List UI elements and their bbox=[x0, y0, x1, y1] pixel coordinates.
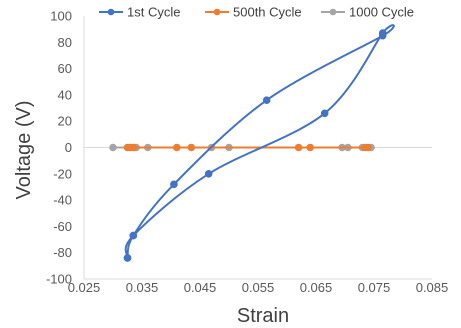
y-axis-title: Voltage (V) bbox=[13, 101, 35, 200]
series-layer bbox=[109, 24, 395, 262]
data-point bbox=[170, 180, 178, 189]
y-tick-label: -20 bbox=[53, 166, 72, 181]
y-tick-label: -60 bbox=[53, 219, 72, 234]
legend-swatch-marker bbox=[107, 8, 115, 16]
data-point bbox=[187, 143, 196, 152]
x-tick-label: 0.035 bbox=[126, 280, 159, 295]
series-line bbox=[124, 24, 395, 259]
x-tick-label: 0.085 bbox=[416, 280, 449, 295]
data-point bbox=[204, 170, 213, 178]
data-point bbox=[320, 109, 329, 118]
x-tick-label: 0.075 bbox=[358, 280, 391, 295]
series-1 bbox=[123, 143, 373, 152]
y-tick-label: 0 bbox=[65, 140, 72, 155]
data-point bbox=[109, 143, 117, 152]
legend-item: 500th Cycle bbox=[205, 5, 302, 20]
data-point bbox=[123, 254, 132, 262]
data-point bbox=[262, 96, 271, 104]
data-point bbox=[378, 29, 387, 37]
x-tick-label: 0.065 bbox=[300, 280, 333, 295]
legend: 1st Cycle 500th Cycle 1000 Cycle bbox=[99, 5, 414, 20]
y-tick-label: 60 bbox=[58, 61, 72, 76]
legend-label: 1000 Cycle bbox=[349, 5, 414, 20]
x-tick-label: 0.055 bbox=[242, 280, 275, 295]
data-point bbox=[306, 143, 315, 152]
legend-item: 1st Cycle bbox=[99, 5, 180, 20]
legend-label: 500th Cycle bbox=[233, 5, 302, 20]
x-tick-label: 0.025 bbox=[68, 280, 101, 295]
data-point bbox=[173, 143, 181, 152]
legend-label: 1st Cycle bbox=[127, 5, 180, 20]
data-point bbox=[129, 231, 138, 240]
data-point bbox=[129, 143, 138, 152]
data-point bbox=[294, 143, 303, 152]
x-axis-title: Strain bbox=[237, 305, 289, 327]
data-point bbox=[364, 143, 373, 152]
x-tick-labels: 0.025 0.035 0.045 0.055 0.065 0.075 0.085 bbox=[68, 280, 449, 295]
y-tick-label: 40 bbox=[58, 87, 72, 102]
series-0 bbox=[123, 24, 395, 262]
legend-swatch-marker bbox=[329, 8, 337, 16]
y-tick-label: -100 bbox=[46, 272, 72, 287]
y-tick-label: -80 bbox=[53, 245, 72, 260]
axes bbox=[83, 16, 432, 280]
y-tick-label: -40 bbox=[53, 193, 72, 208]
legend-item: 1000 Cycle bbox=[321, 5, 414, 20]
y-tick-labels: -100 -80 -60 -40 -20 0 20 40 60 80 100 bbox=[46, 9, 72, 287]
y-tick-label: 20 bbox=[58, 114, 72, 129]
x-tick-label: 0.045 bbox=[184, 280, 217, 295]
y-tick-label: 100 bbox=[50, 9, 72, 24]
y-tick-label: 80 bbox=[58, 35, 72, 50]
legend-swatch-marker bbox=[213, 8, 221, 16]
